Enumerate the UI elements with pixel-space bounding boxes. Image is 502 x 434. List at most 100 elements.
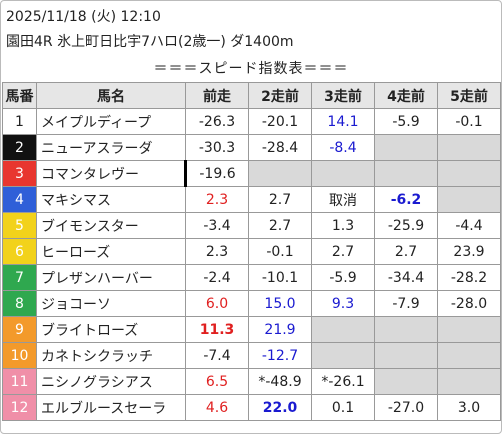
- speed-index: 14.1: [311, 108, 375, 135]
- speed-index: [311, 316, 375, 343]
- horse-name: ブライトローズ: [36, 316, 186, 343]
- speed-index: [311, 342, 375, 369]
- speed-index: -0.1: [248, 238, 312, 265]
- speed-index: -3.4: [185, 212, 249, 239]
- speed-index: -2.4: [185, 264, 249, 291]
- horse-name: ヒーローズ: [36, 238, 186, 265]
- speed-index: -27.0: [374, 394, 438, 421]
- speed-index: [437, 186, 501, 213]
- table-row: 8 ジョコーソ 6.0 15.0 9.3 -7.9 -28.0: [2, 290, 501, 317]
- speed-index: 6.0: [185, 290, 249, 317]
- horse-number: 9: [2, 316, 37, 343]
- speed-index: [248, 160, 312, 187]
- speed-index: [374, 134, 438, 161]
- speed-index: *-48.9: [248, 368, 312, 395]
- speed-index: -5.9: [311, 264, 375, 291]
- speed-index: -34.4: [374, 264, 438, 291]
- speed-index: *-26.1: [311, 368, 375, 395]
- speed-index: 0.1: [311, 394, 375, 421]
- speed-index: 2.7: [248, 186, 312, 213]
- speed-index: 1.3: [311, 212, 375, 239]
- horse-name: メイプルディープ: [36, 108, 186, 135]
- horse-number: 11: [2, 368, 37, 395]
- horse-name: ニシノグラシアス: [36, 368, 186, 395]
- speed-index: -25.9: [374, 212, 438, 239]
- horse-name: コマンタレヴー: [36, 160, 186, 187]
- column-header: 前走: [185, 82, 249, 109]
- speed-index: -28.4: [248, 134, 312, 161]
- horse-name: エルブルースセーラ: [36, 394, 186, 421]
- table-title: ＝＝＝スピード指数表＝＝＝: [153, 61, 349, 77]
- horse-number: 1: [2, 108, 37, 135]
- speed-index: -5.9: [374, 108, 438, 135]
- horse-name: プレザンハーバー: [36, 264, 186, 291]
- horse-name: カネトシクラッチ: [36, 342, 186, 369]
- horse-number: 5: [2, 212, 37, 239]
- table-row: 10 カネトシクラッチ -7.4 -12.7: [2, 342, 501, 369]
- speed-index: [437, 316, 501, 343]
- speed-index: -8.4: [311, 134, 375, 161]
- speed-index: [437, 134, 501, 161]
- speed-index: -7.9: [374, 290, 438, 317]
- speed-index: 22.0: [248, 394, 312, 421]
- speed-index: -28.2: [437, 264, 501, 291]
- horse-number: 7: [2, 264, 37, 291]
- horse-number: 12: [2, 394, 37, 421]
- column-header: 馬名: [36, 82, 186, 109]
- speed-index: 取消: [311, 186, 375, 213]
- speed-index: 6.5: [185, 368, 249, 395]
- column-header: 4走前: [374, 82, 438, 109]
- table-row: 4 マキシマス 2.3 2.7 取消 -6.2: [2, 186, 501, 213]
- horse-name: ジョコーソ: [36, 290, 186, 317]
- speed-index: 9.3: [311, 290, 375, 317]
- speed-index: [374, 342, 438, 369]
- horse-number: 10: [2, 342, 37, 369]
- speed-index: [374, 316, 438, 343]
- speed-index: 2.3: [185, 186, 249, 213]
- speed-index: -6.2: [374, 186, 438, 213]
- speed-index: 3.0: [437, 394, 501, 421]
- column-header: 馬番: [2, 82, 37, 109]
- speed-index: [374, 368, 438, 395]
- speed-index: [311, 160, 375, 187]
- horse-number: 3: [2, 160, 37, 187]
- speed-index: -7.4: [185, 342, 249, 369]
- table-row: 12 エルブルースセーラ 4.6 22.0 0.1 -27.0 3.0: [2, 394, 501, 421]
- column-header: 2走前: [248, 82, 312, 109]
- horse-number: 8: [2, 290, 37, 317]
- speed-index: 2.7: [374, 238, 438, 265]
- table-row: 1 メイプルディープ -26.3 -20.1 14.1 -5.9 -0.1: [2, 108, 501, 135]
- horse-name: ブイモンスター: [36, 212, 186, 239]
- speed-index: [374, 160, 438, 187]
- speed-index: -28.0: [437, 290, 501, 317]
- horse-name: ニューアスラーダ: [36, 134, 186, 161]
- speed-index: -20.1: [248, 108, 312, 135]
- column-header: 5走前: [437, 82, 501, 109]
- horse-number: 6: [2, 238, 37, 265]
- speed-index: 21.9: [248, 316, 312, 343]
- horse-name: マキシマス: [36, 186, 186, 213]
- speed-table: 馬番 馬名 前走 2走前 3走前 4走前 5走前 1 メイプルディープ -26.3 -20.1 14…: [2, 82, 501, 421]
- column-header: 3走前: [311, 82, 375, 109]
- datetime: 2025/11/18 (火) 12:10: [6, 9, 161, 25]
- speed-index: -0.1: [437, 108, 501, 135]
- table-row: 9 ブライトローズ 11.3 21.9: [2, 316, 501, 343]
- table-row: 3 コマンタレヴー -19.6: [2, 160, 501, 187]
- horse-number: 4: [2, 186, 37, 213]
- speed-index: -30.3: [185, 134, 249, 161]
- table-row: 11 ニシノグラシアス 6.5 *-48.9 *-26.1: [2, 368, 501, 395]
- table-row: 5 ブイモンスター -3.4 2.7 1.3 -25.9 -4.4: [2, 212, 501, 239]
- speed-index: 2.3: [185, 238, 249, 265]
- table-row: 7 プレザンハーバー -2.4 -10.1 -5.9 -34.4 -28.2: [2, 264, 501, 291]
- speed-index: [437, 160, 501, 187]
- speed-index: 11.3: [185, 316, 249, 343]
- speed-index: 4.6: [185, 394, 249, 421]
- speed-index: [437, 342, 501, 369]
- speed-index: 23.9: [437, 238, 501, 265]
- speed-index: -19.6: [184, 160, 249, 187]
- table-row: 6 ヒーローズ 2.3 -0.1 2.7 2.7 23.9: [2, 238, 501, 265]
- horse-number: 2: [2, 134, 37, 161]
- speed-index: -4.4: [437, 212, 501, 239]
- race-info: 園田4R 氷上町日比宇7ハロ(2歳一) ダ1400m: [6, 34, 294, 50]
